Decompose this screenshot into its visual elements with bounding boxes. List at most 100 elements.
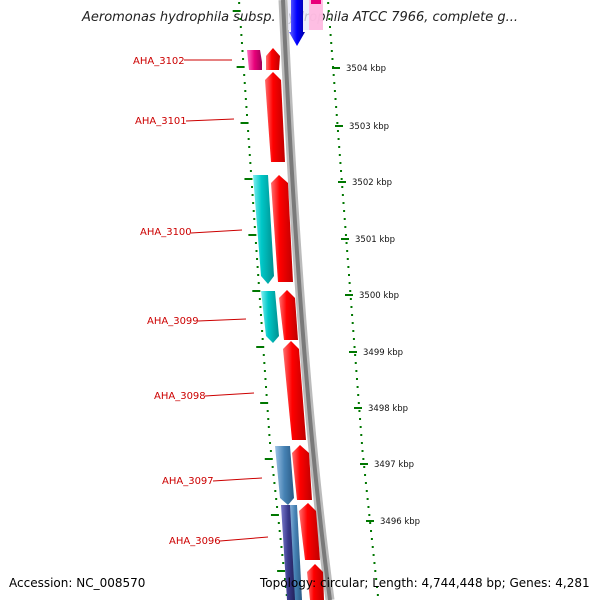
gc-dot: [244, 98, 247, 100]
gene-arrow-cyan[interactable]: [261, 291, 279, 343]
skew-dot: [333, 82, 336, 84]
gc-dot: [253, 218, 256, 220]
skew-dot: [364, 474, 367, 476]
tick-label: 3500 kbp: [359, 291, 399, 301]
gc-dot: [256, 346, 265, 348]
skew-dot: [372, 554, 375, 556]
gc-dot: [280, 546, 283, 548]
skew-dot: [366, 498, 369, 500]
skew-dot: [334, 98, 337, 100]
skew-dot: [357, 394, 360, 396]
skew-dot: [345, 242, 348, 244]
kbp-ruler: 3504 kbp 3503 kbp 3502 kbp 3501 kbp 3500 kbp…: [332, 64, 420, 527]
gc-dot: [255, 250, 258, 252]
skew-dot: [352, 338, 355, 340]
gc-dot: [253, 226, 256, 228]
skew-dot: [363, 466, 366, 468]
gc-dot: [239, 26, 242, 28]
gene-arrow-steel[interactable]: [275, 446, 294, 505]
gc-dot: [282, 562, 285, 564]
gc-dot: [254, 242, 257, 244]
gc-dot: [251, 194, 254, 196]
tick-label: 3498 kbp: [368, 404, 408, 414]
gene-arrow-red[interactable]: [271, 175, 293, 282]
skew-dot: [343, 218, 346, 220]
skew-dot: [328, 26, 331, 28]
gene-arrow-red[interactable]: [299, 503, 320, 560]
gene-arrow-navy[interactable]: [281, 505, 295, 600]
gene-label-aha_3101[interactable]: AHA_3101: [135, 116, 187, 127]
gene-arrow-pink[interactable]: [247, 50, 262, 70]
gene-arrow-steel[interactable]: [288, 505, 302, 600]
gc-dot: [277, 570, 286, 572]
gc-dot: [262, 354, 265, 356]
gc-dot: [269, 442, 272, 444]
skew-dot: [359, 418, 362, 420]
gc-dot: [243, 74, 246, 76]
gene-arrow-red[interactable]: [307, 564, 324, 600]
blue-gene-arrow: [289, 0, 305, 46]
gene-label-aha_3099[interactable]: AHA_3099: [147, 316, 199, 327]
gc-dot: [240, 122, 249, 124]
tick-label: 3501 kbp: [355, 235, 395, 245]
gc-dot: [266, 410, 269, 412]
skew-dot: [330, 50, 333, 52]
gc-dot: [275, 498, 278, 500]
skew-dot: [349, 298, 352, 300]
gene-arrow-red[interactable]: [283, 341, 306, 440]
skew-dot: [364, 482, 367, 484]
skew-dot: [331, 58, 334, 60]
skew-dot: [370, 530, 373, 532]
gene-label-aha_3100[interactable]: AHA_3100: [140, 227, 192, 238]
gc-dot: [261, 330, 264, 332]
gc-dot: [243, 82, 246, 84]
gene-arrow-red[interactable]: [265, 72, 285, 162]
gc-dot: [283, 578, 286, 580]
skew-dot: [360, 434, 363, 436]
skew-dot: [357, 402, 360, 404]
gene-label-aha_3096[interactable]: AHA_3096: [169, 536, 221, 547]
gene-label-aha_3098[interactable]: AHA_3098: [154, 391, 206, 402]
skew-dot: [327, 10, 330, 12]
gc-dot: [265, 386, 268, 388]
gc-dot: [244, 178, 253, 180]
skew-dot: [336, 122, 339, 124]
gene-label-aha_3102[interactable]: AHA_3102: [133, 56, 185, 67]
skew-dot: [327, 2, 330, 4]
gene-arrow-red[interactable]: [266, 48, 280, 70]
tick-label: 3499 kbp: [363, 348, 403, 358]
skew-dot: [354, 362, 357, 364]
skew-dot: [370, 538, 373, 540]
gc-dot: [252, 202, 255, 204]
gc-dot: [241, 50, 244, 52]
gc-dot: [242, 58, 245, 60]
skew-dot: [359, 426, 362, 428]
skew-dot: [335, 106, 338, 108]
backbone-inner: [281, 0, 332, 600]
skew-dot: [338, 154, 341, 156]
gc-dot: [264, 378, 267, 380]
gene-label-aha_3097[interactable]: AHA_3097: [162, 476, 214, 487]
gc-dot: [248, 154, 251, 156]
gc-dot: [252, 210, 255, 212]
skew-dot: [356, 386, 359, 388]
gc-dot: [279, 538, 282, 540]
skew-dot: [346, 250, 349, 252]
gene-arrow-cyan[interactable]: [253, 175, 274, 284]
gc-dot: [267, 426, 270, 428]
gene-leader-line: [204, 392, 255, 397]
gene-arrow-red[interactable]: [292, 445, 312, 500]
skew-dot: [349, 290, 352, 292]
gc-dot: [247, 130, 250, 132]
gc-dot: [273, 482, 276, 484]
skew-dot: [339, 162, 342, 164]
gc-dot: [263, 370, 266, 372]
tick-label: 3503 kbp: [349, 122, 389, 132]
gc-dot: [248, 234, 257, 236]
gene-arrow-red[interactable]: [279, 290, 298, 340]
gene-leader-line: [212, 477, 263, 482]
reverse-genes: [247, 50, 302, 600]
gc-dot: [284, 586, 287, 588]
skew-dot: [329, 34, 332, 36]
